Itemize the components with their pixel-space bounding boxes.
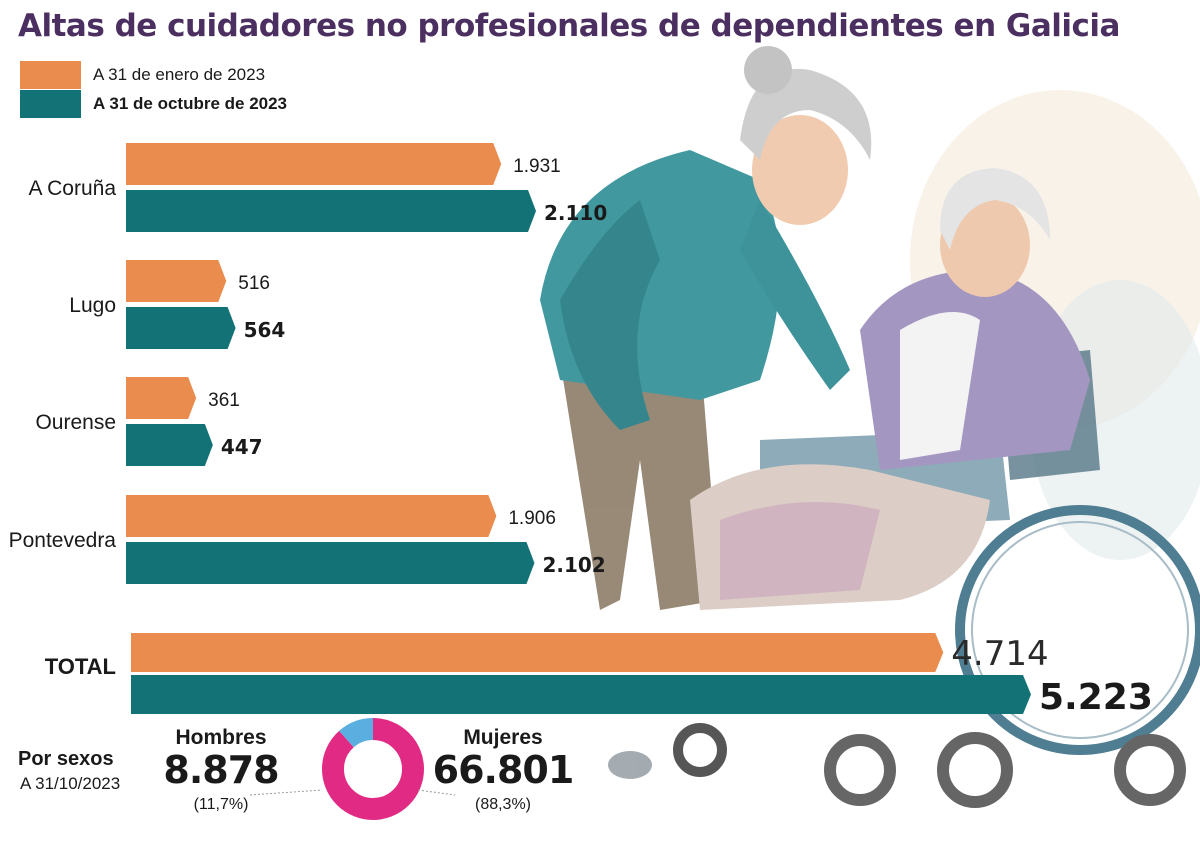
bar-a-coruna-oct <box>126 190 536 232</box>
women-share: (88,3%) <box>474 796 532 813</box>
by-sex-date: A 31/10/2023 <box>20 774 121 793</box>
value-label-lugo-jan: 516 <box>238 273 270 294</box>
donut-slice-men <box>322 718 424 820</box>
sex-donut-chart <box>322 718 424 820</box>
legend-item-series1: A 31 de enero de 2023 <box>20 61 265 89</box>
by-sex-heading: Por sexos <box>18 748 114 770</box>
value-label-total-jan: 4.714 <box>951 634 1048 674</box>
women-label: Mujeres <box>463 726 543 749</box>
bar-ourense-oct <box>126 424 213 466</box>
value-label-ourense-jan: 361 <box>208 390 240 411</box>
category-label-pontevedra: Pontevedra <box>9 529 117 552</box>
value-label-ourense-oct: 447 <box>221 435 263 459</box>
bar-ourense-jan <box>126 377 197 419</box>
value-label-pontevedra-jan: 1.906 <box>508 508 556 529</box>
bar-lugo-jan <box>126 260 227 302</box>
value-label-pontevedra-oct: 2.102 <box>542 553 605 577</box>
category-label-ourense: Ourense <box>35 411 116 434</box>
donut-slice-women <box>322 718 424 820</box>
chart-title: Altas de cuidadores no profesionales de … <box>18 8 1120 44</box>
bar-pontevedra-oct <box>126 542 535 584</box>
value-label-a-coruna-oct: 2.110 <box>544 201 607 225</box>
men-value: 8.878 <box>163 748 279 792</box>
men-share: (11,7%) <box>193 796 249 813</box>
value-label-total-oct: 5.223 <box>1039 677 1153 718</box>
women-value: 66.801 <box>432 748 575 792</box>
category-label-lugo: Lugo <box>69 294 116 317</box>
bar-total-jan <box>131 633 944 672</box>
legend-swatch-orange <box>20 61 81 89</box>
bar-lugo-oct <box>126 307 236 349</box>
bar-total-oct <box>131 675 1031 714</box>
legend-label-series1: A 31 de enero de 2023 <box>93 65 266 84</box>
category-label-total: TOTAL <box>45 654 116 679</box>
men-label: Hombres <box>175 726 267 749</box>
value-label-a-coruna-jan: 1.931 <box>513 156 561 177</box>
bar-a-coruna-jan <box>126 143 502 185</box>
category-label-a-coruna: A Coruña <box>28 177 116 200</box>
legend-swatch-teal <box>20 90 81 118</box>
bar-pontevedra-jan <box>126 495 497 537</box>
legend-label-series2: A 31 de octubre de 2023 <box>93 94 288 113</box>
legend-item-series2: A 31 de octubre de 2023 <box>20 90 287 118</box>
value-label-lugo-oct: 564 <box>244 318 286 342</box>
